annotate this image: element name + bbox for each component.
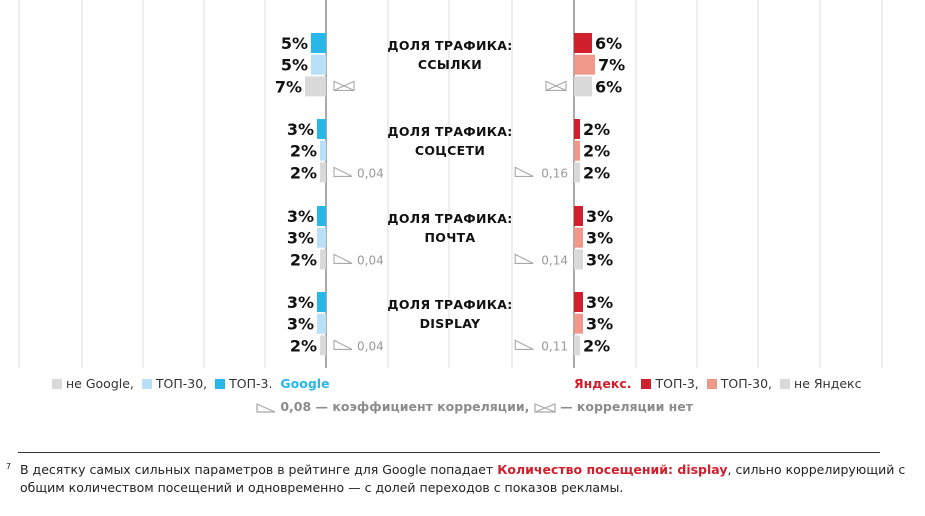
footnote: 7 В десятку самых сильных параметров в р… bbox=[6, 461, 906, 497]
correlation-value-google: 0,04 bbox=[357, 166, 384, 180]
footnote-text: В десятку самых сильных параметров в рей… bbox=[20, 462, 906, 495]
correlation-legend: 0,08 — коэффициент корреляции, — корреля… bbox=[256, 399, 693, 414]
bar-not-google bbox=[320, 249, 326, 270]
data-label-not-google: 2% bbox=[290, 250, 317, 269]
legend-item-google-top30: ТОП-30, bbox=[141, 376, 207, 391]
footnote-number: 7 bbox=[6, 462, 12, 471]
legend-google: не Google, ТОП-30, ТОП-3. Google bbox=[52, 376, 330, 391]
bar-not-google bbox=[320, 335, 326, 356]
bar-yandex-top3 bbox=[574, 119, 580, 139]
bar-yandex-top3 bbox=[574, 33, 592, 53]
data-label-yandex-top30: 3% bbox=[586, 315, 613, 334]
legend-swatch-yandex-top3 bbox=[641, 379, 652, 389]
bar-yandex-top30 bbox=[574, 54, 595, 75]
correlation-value-yandex: 0,14 bbox=[541, 253, 568, 267]
correlation-icon bbox=[514, 339, 534, 350]
correlation-icon bbox=[333, 253, 353, 264]
bar-yandex-top30 bbox=[574, 227, 583, 248]
data-label-yandex-top3: 3% bbox=[586, 207, 613, 226]
legend-item-google-top3: ТОП-3. bbox=[215, 376, 272, 391]
footnote-highlight: Количество посещений: display bbox=[497, 462, 728, 477]
data-label-google-top30: 5% bbox=[281, 56, 308, 75]
correlation-icon bbox=[514, 166, 534, 177]
data-label-not-yandex: 6% bbox=[595, 77, 622, 96]
bar-google-top3 bbox=[317, 206, 326, 226]
data-label-not-google: 2% bbox=[290, 163, 317, 182]
legend-swatch-not-google bbox=[52, 379, 62, 389]
correlation-value-google: 0,04 bbox=[357, 253, 384, 267]
data-label-google-top3: 3% bbox=[287, 293, 314, 312]
category-label: DISPLAY bbox=[420, 316, 481, 331]
data-label-not-yandex: 2% bbox=[583, 336, 610, 355]
data-label-yandex-top3: 2% bbox=[583, 120, 610, 139]
no-correlation-legend-text: — корреляции нет bbox=[560, 399, 694, 414]
data-label-yandex-top30: 3% bbox=[586, 229, 613, 248]
legend-item-yandex-top30: ТОП-30, bbox=[706, 376, 772, 391]
category-label: ССЫЛКИ bbox=[418, 57, 482, 72]
correlation-value-google: 0,04 bbox=[357, 339, 384, 353]
data-label-not-google: 2% bbox=[290, 336, 317, 355]
category-label: ДОЛЯ ТРАФИКА: bbox=[387, 211, 512, 226]
bar-yandex-top30 bbox=[574, 313, 583, 334]
legend-swatch-yandex-top30 bbox=[706, 379, 717, 389]
bar-yandex-top3 bbox=[574, 206, 583, 226]
data-label-yandex-top30: 7% bbox=[598, 56, 625, 75]
legend-brand-google: Google bbox=[280, 376, 330, 391]
data-label-google-top30: 3% bbox=[287, 315, 314, 334]
bar-not-yandex bbox=[574, 76, 592, 97]
correlation-icon bbox=[333, 166, 353, 177]
bar-not-yandex bbox=[574, 162, 580, 183]
data-label-google-top3: 3% bbox=[287, 120, 314, 139]
bar-google-top30 bbox=[320, 140, 326, 161]
legend-item-yandex-top3: ТОП-3, bbox=[641, 376, 699, 391]
bar-google-top3 bbox=[317, 292, 326, 312]
legend-swatch-google-top3 bbox=[215, 379, 226, 389]
footnote-divider bbox=[18, 452, 880, 453]
data-label-google-top30: 2% bbox=[290, 142, 317, 161]
legend-item-not-yandex: не Яндекс bbox=[780, 376, 861, 391]
bar-not-google bbox=[305, 76, 326, 97]
data-label-google-top3: 5% bbox=[281, 34, 308, 53]
data-label-yandex-top30: 2% bbox=[583, 142, 610, 161]
correlation-value-yandex: 0,11 bbox=[541, 339, 568, 353]
data-label-not-yandex: 2% bbox=[583, 163, 610, 182]
data-label-not-yandex: 3% bbox=[586, 250, 613, 269]
category-label: ДОЛЯ ТРАФИКА: bbox=[387, 124, 512, 139]
legend-swatch-not-yandex bbox=[780, 379, 791, 389]
correlation-value-yandex: 0,16 bbox=[541, 166, 568, 180]
category-label: ПОЧТА bbox=[425, 230, 476, 245]
category-label: СОЦСЕТИ bbox=[415, 143, 485, 158]
bar-google-top30 bbox=[311, 54, 326, 75]
bar-google-top30 bbox=[317, 227, 326, 248]
traffic-share-chart: ДОЛЯ ТРАФИКА: ССЫЛКИ 5% 5% 7% 6% 7% 6% ДОЛЯ ТРАФ… bbox=[18, 0, 883, 368]
bar-not-yandex bbox=[574, 249, 583, 270]
category-label: ДОЛЯ ТРАФИКА: bbox=[387, 38, 512, 53]
correlation-icon bbox=[514, 253, 534, 264]
legend-yandex: Яндекс. ТОП-3, ТОП-30, не Яндекс bbox=[574, 376, 865, 391]
bar-google-top3 bbox=[311, 33, 326, 53]
correlation-icon bbox=[256, 403, 276, 413]
legend-brand-yandex: Яндекс. bbox=[574, 376, 632, 391]
bar-not-google bbox=[320, 162, 326, 183]
bar-not-yandex bbox=[574, 335, 580, 356]
no-correlation-icon bbox=[333, 80, 355, 91]
category-label: ДОЛЯ ТРАФИКА: bbox=[387, 297, 512, 312]
data-label-google-top30: 3% bbox=[287, 229, 314, 248]
data-label-google-top3: 3% bbox=[287, 207, 314, 226]
data-label-yandex-top3: 6% bbox=[595, 34, 622, 53]
correlation-legend-text: 0,08 — коэффициент корреляции, bbox=[280, 399, 530, 414]
legend-swatch-google-top30 bbox=[141, 379, 152, 389]
data-label-not-google: 7% bbox=[275, 77, 302, 96]
bar-google-top3 bbox=[317, 119, 326, 139]
legend-item-not-google: не Google, bbox=[52, 376, 134, 391]
bar-yandex-top3 bbox=[574, 292, 583, 312]
no-correlation-icon bbox=[534, 403, 556, 413]
no-correlation-icon bbox=[545, 80, 567, 91]
data-label-yandex-top3: 3% bbox=[586, 293, 613, 312]
bar-yandex-top30 bbox=[574, 140, 580, 161]
correlation-icon bbox=[333, 339, 353, 350]
bar-google-top30 bbox=[317, 313, 326, 334]
